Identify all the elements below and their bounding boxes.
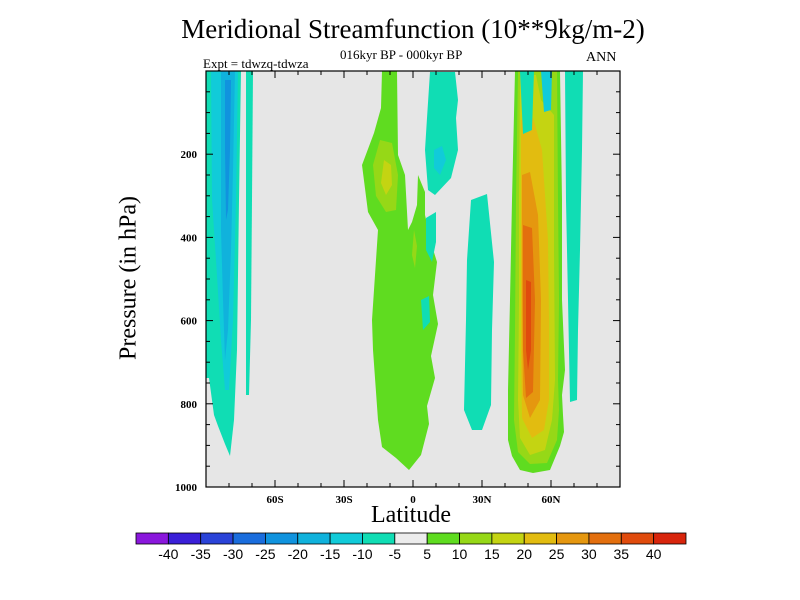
contour-region	[464, 194, 494, 430]
contour-region	[412, 230, 417, 268]
contour-region	[565, 71, 583, 402]
contour-region	[526, 280, 531, 370]
colorbar-swatch	[426, 532, 460, 545]
colorbar-swatch	[297, 532, 331, 545]
x-axis-label: Latitude	[371, 502, 451, 528]
colorbar-label: -40	[158, 546, 178, 562]
axes-layer: 60S 30S 0 30N 60N 200 400 600 800 1000	[175, 71, 621, 506]
colorbar-label: -5	[389, 546, 402, 562]
experiment-label: Expt = tdwzq-tdwza	[203, 56, 309, 71]
contour-region	[425, 72, 458, 195]
y-tick-label: 200	[181, 149, 198, 161]
colorbar-label: 30	[581, 546, 597, 562]
colorbar-label: -25	[255, 546, 275, 562]
colorbar-swatch	[329, 532, 363, 545]
colorbar-swatch	[200, 532, 234, 545]
colorbar-swatch	[135, 532, 169, 545]
contour-region	[426, 212, 436, 262]
colorbar-swatch	[167, 532, 202, 545]
season-label: ANN	[586, 50, 617, 65]
colorbar-label: 35	[614, 546, 630, 562]
contour-region	[381, 160, 392, 195]
colorbar-label: 25	[549, 546, 565, 562]
y-tick-label: 1000	[175, 482, 198, 494]
contour-region	[434, 146, 446, 175]
x-tick-label: 30N	[473, 494, 492, 506]
colorbar-swatch	[232, 532, 266, 545]
colorbar-label: 20	[516, 546, 532, 562]
colorbar-swatch	[362, 532, 396, 545]
colorbar-label: 15	[484, 546, 500, 562]
x-tick-label: 60N	[542, 494, 561, 506]
contour-region	[225, 80, 231, 220]
colorbar-label: 40	[646, 546, 662, 562]
colorbar-swatch	[588, 532, 622, 545]
x-tick-label: 30S	[335, 494, 352, 506]
colorbar-label: 5	[423, 546, 431, 562]
contour-region	[421, 296, 430, 330]
contour-region	[246, 71, 253, 395]
x-tick-label: 60S	[266, 494, 283, 506]
colorbar-label: 10	[452, 546, 468, 562]
colorbar-swatch	[620, 532, 655, 545]
chart-subtitle: 016kyr BP - 000kyr BP	[340, 47, 463, 62]
chart-title: Meridional Streamfunction (10**9kg/m-2)	[181, 14, 645, 44]
y-tick-label: 400	[181, 232, 198, 244]
contour-fill-layer	[206, 71, 583, 473]
colorbar-label: -15	[320, 546, 340, 562]
colorbar-swatch	[459, 532, 493, 545]
colorbar-label: -35	[191, 546, 211, 562]
y-tick-label: 600	[181, 316, 198, 328]
contour-region	[541, 71, 552, 112]
colorbar: -40 -35 -30 -25 -20 -15 -10 -5 5 10 15 20 25 30 35 40	[135, 532, 687, 562]
colorbar-swatch	[265, 532, 299, 545]
colorbar-swatch	[653, 532, 687, 545]
y-tick-label: 800	[181, 399, 198, 411]
colorbar-swatch	[491, 532, 525, 545]
colorbar-swatch	[394, 532, 428, 545]
colorbar-swatch	[556, 532, 590, 545]
contour-region	[520, 71, 534, 134]
colorbar-label: -30	[223, 546, 243, 562]
contour-region	[221, 71, 235, 360]
colorbar-label: -20	[288, 546, 308, 562]
x-tick-label: 0	[410, 494, 416, 506]
colorbar-swatch	[523, 532, 557, 545]
colorbar-label: -10	[352, 546, 372, 562]
